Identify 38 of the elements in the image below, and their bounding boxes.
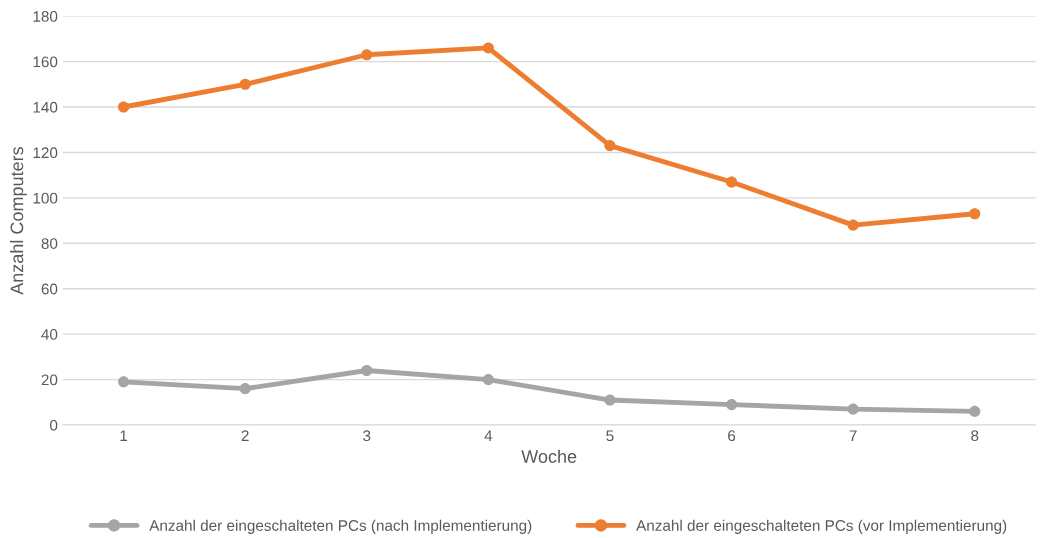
x-tick-label: 5 (606, 430, 614, 442)
y-tick-label: 60 (41, 283, 58, 295)
x-tick-label: 7 (849, 430, 857, 441)
point (604, 394, 616, 406)
x-tick-label: 1 (120, 430, 128, 441)
point (482, 374, 494, 386)
point (118, 376, 130, 388)
x-tick-label: 8 (971, 430, 979, 442)
y-tick-label: 0 (50, 419, 58, 431)
x-tick-label: 6 (728, 430, 736, 442)
point (969, 405, 981, 417)
x-axis-title: Woche (521, 449, 577, 463)
point (239, 383, 251, 395)
point (725, 176, 738, 188)
y-tick-label: 40 (41, 329, 58, 340)
y-axis-title: Anzahl Computers (10, 146, 27, 295)
y-tick-label: 140 (33, 101, 58, 113)
point (604, 140, 616, 152)
y-tick-label: 160 (33, 56, 58, 68)
legend-label: Anzahl der eingeschalteten PCs (vor Implementierung) (636, 519, 1007, 534)
point (361, 49, 373, 61)
y-tick-label: 80 (41, 238, 58, 249)
y-tick-label: 100 (33, 192, 58, 204)
point (239, 78, 251, 90)
x-tick-label: 2 (241, 430, 249, 441)
point (118, 101, 130, 113)
x-tick-label: 3 (363, 430, 371, 442)
y-tick-label: 180 (33, 11, 58, 22)
point (847, 403, 859, 415)
point (482, 42, 494, 54)
y-tick-label: 20 (41, 374, 58, 386)
point (361, 364, 373, 377)
y-tick-label: 120 (33, 147, 58, 159)
legend-label: Anzahl der eingeschalteten PCs (nach Implementierung) (149, 519, 532, 534)
point (847, 219, 859, 231)
point (969, 208, 981, 220)
x-tick-label: 4 (484, 430, 493, 441)
point (725, 399, 738, 411)
